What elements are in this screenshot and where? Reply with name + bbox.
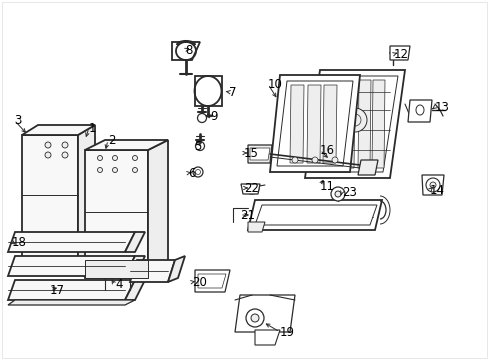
Polygon shape [85, 150, 148, 278]
Circle shape [334, 191, 340, 197]
Circle shape [309, 113, 319, 123]
Polygon shape [306, 85, 320, 163]
Polygon shape [130, 260, 175, 282]
Polygon shape [357, 160, 377, 175]
Text: 7: 7 [228, 86, 236, 99]
Text: 23: 23 [341, 185, 356, 198]
Polygon shape [341, 80, 354, 168]
Polygon shape [198, 274, 225, 288]
Text: 10: 10 [267, 77, 282, 90]
Text: 1: 1 [89, 122, 96, 135]
Circle shape [62, 142, 68, 148]
Circle shape [195, 141, 204, 150]
Text: 13: 13 [434, 100, 449, 113]
Text: 2: 2 [108, 134, 115, 147]
Polygon shape [8, 280, 135, 300]
Circle shape [305, 108, 325, 128]
Circle shape [97, 167, 102, 172]
Polygon shape [323, 85, 336, 163]
Polygon shape [389, 46, 409, 60]
Polygon shape [311, 76, 397, 172]
Circle shape [425, 178, 439, 192]
Text: 12: 12 [393, 48, 408, 60]
Circle shape [245, 309, 264, 327]
Text: 18: 18 [12, 235, 27, 248]
Polygon shape [247, 222, 264, 232]
Polygon shape [78, 125, 95, 260]
Polygon shape [371, 80, 384, 168]
Circle shape [193, 167, 203, 177]
Polygon shape [269, 75, 359, 172]
Text: 11: 11 [319, 180, 334, 193]
Polygon shape [276, 81, 352, 166]
Polygon shape [247, 200, 381, 230]
Circle shape [331, 157, 337, 163]
Polygon shape [254, 330, 280, 345]
Circle shape [45, 152, 51, 158]
Polygon shape [357, 80, 370, 168]
Circle shape [342, 108, 366, 132]
Circle shape [62, 152, 68, 158]
Polygon shape [125, 280, 145, 300]
Text: 17: 17 [50, 284, 65, 297]
Circle shape [197, 113, 206, 122]
Polygon shape [249, 148, 269, 160]
Polygon shape [241, 184, 260, 194]
Text: 4: 4 [115, 279, 122, 292]
Polygon shape [22, 135, 78, 260]
Polygon shape [289, 85, 304, 163]
Circle shape [348, 114, 360, 126]
Text: 19: 19 [280, 325, 294, 338]
Text: 22: 22 [244, 181, 259, 194]
Circle shape [291, 157, 297, 163]
Polygon shape [168, 256, 184, 282]
Polygon shape [85, 260, 148, 278]
Polygon shape [125, 232, 145, 252]
Circle shape [195, 170, 200, 175]
Text: 5: 5 [194, 140, 201, 153]
Text: 16: 16 [319, 144, 334, 157]
Text: 6: 6 [187, 166, 195, 180]
Polygon shape [172, 42, 200, 60]
Polygon shape [305, 70, 404, 178]
Polygon shape [125, 256, 145, 276]
Circle shape [132, 156, 137, 161]
Circle shape [45, 142, 51, 148]
Polygon shape [148, 140, 168, 278]
Text: 8: 8 [184, 44, 192, 57]
Polygon shape [85, 140, 168, 150]
Polygon shape [235, 295, 294, 332]
Polygon shape [22, 125, 95, 135]
Polygon shape [247, 145, 271, 163]
Circle shape [250, 314, 259, 322]
Circle shape [311, 157, 317, 163]
Text: 9: 9 [209, 109, 217, 122]
Polygon shape [325, 80, 337, 168]
Text: 14: 14 [429, 184, 444, 197]
Polygon shape [8, 300, 135, 305]
Circle shape [429, 182, 435, 188]
Text: 21: 21 [240, 208, 254, 221]
Text: 3: 3 [14, 113, 21, 126]
Polygon shape [8, 232, 135, 252]
Polygon shape [8, 256, 135, 276]
Polygon shape [195, 270, 229, 292]
Circle shape [97, 156, 102, 161]
Circle shape [132, 167, 137, 172]
Polygon shape [407, 100, 431, 122]
Polygon shape [195, 76, 222, 106]
Circle shape [330, 187, 345, 201]
Text: 20: 20 [192, 275, 206, 288]
Circle shape [112, 167, 117, 172]
Circle shape [112, 156, 117, 161]
Text: 15: 15 [244, 147, 258, 159]
Polygon shape [254, 205, 376, 225]
Polygon shape [421, 175, 443, 195]
